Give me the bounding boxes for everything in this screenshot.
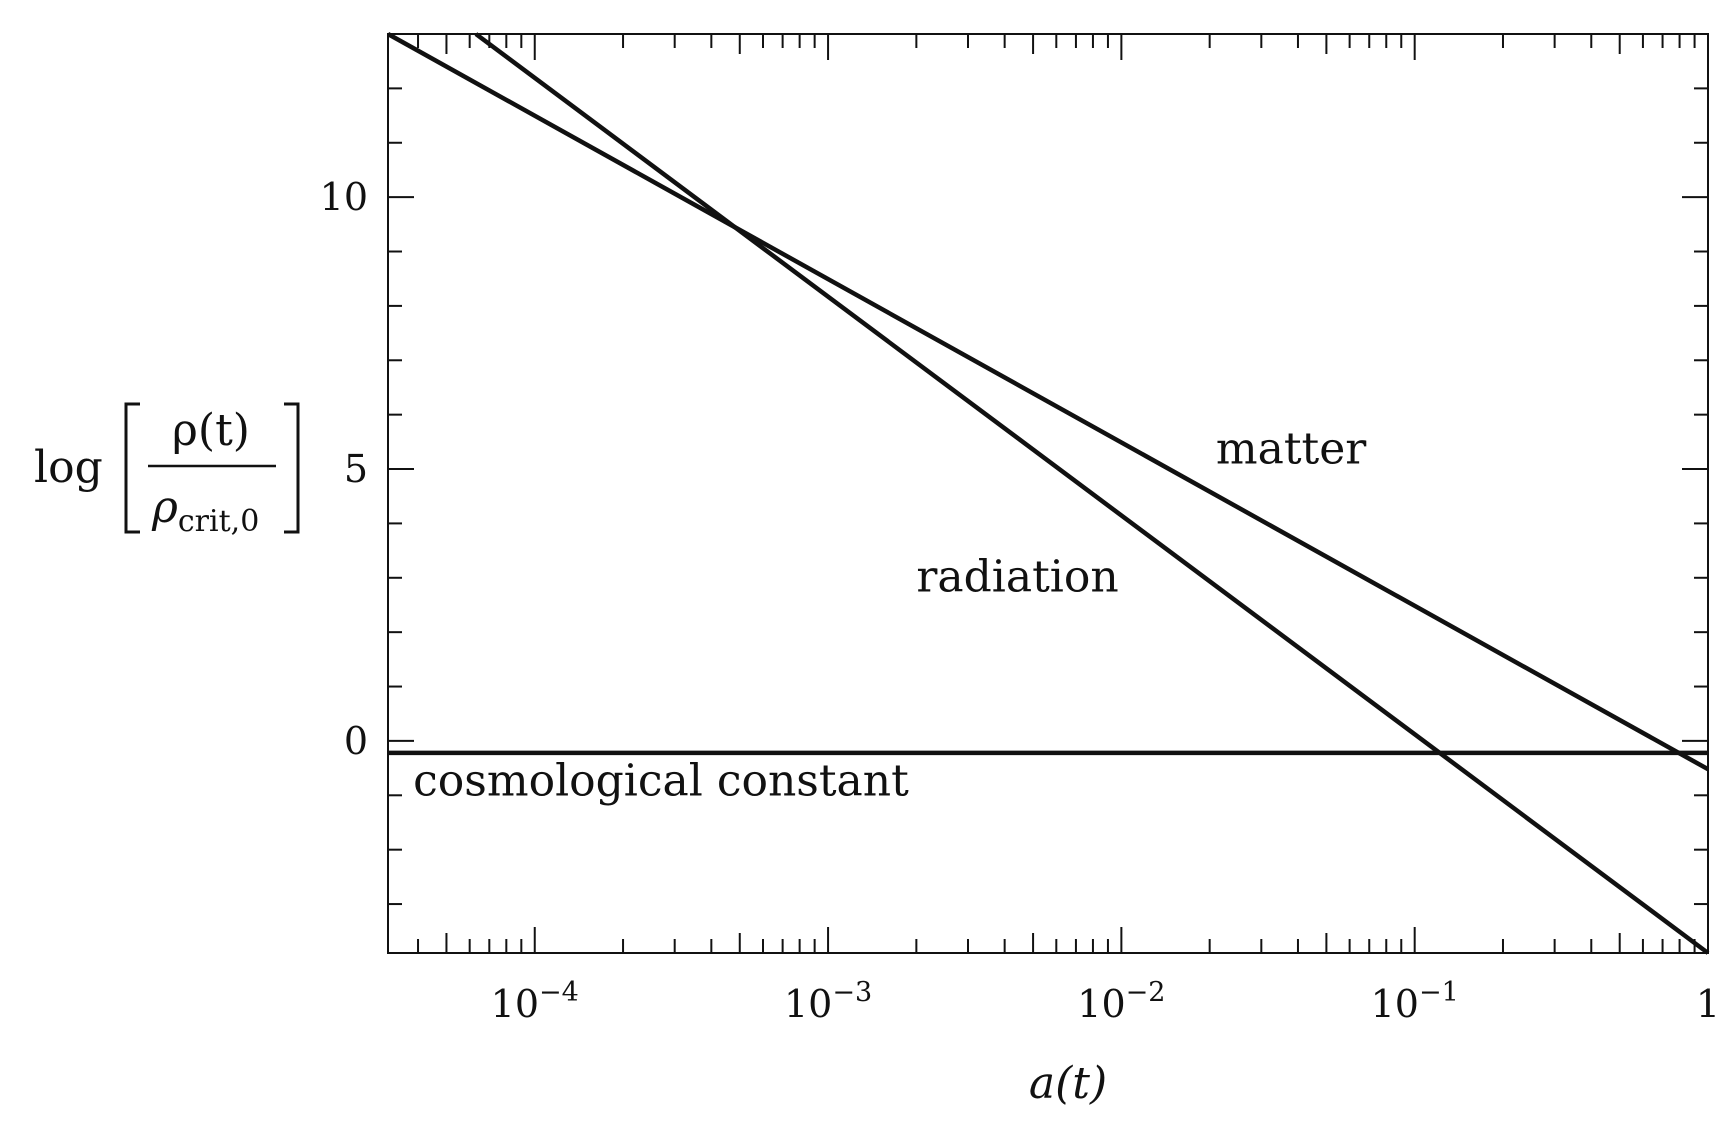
x-tick-label-base: 10: [1371, 982, 1419, 1026]
series-line-matter: [386, 32, 1710, 772]
x-tick-label: 10−3: [784, 977, 872, 1026]
y-axis-right-bracket: [284, 402, 300, 534]
series-lines: [386, 32, 1710, 955]
y-axis-left-bracket: [124, 402, 140, 534]
x-tick-label-base: 1: [1696, 982, 1720, 1026]
x-tick-label: 10−1: [1371, 977, 1459, 1026]
plot-frame: [387, 33, 1709, 954]
x-axis-label: a(t): [1029, 1058, 1107, 1109]
y-axis-label-prefix: log: [34, 442, 103, 493]
x-tick-label: 10−2: [1077, 977, 1165, 1026]
x-tick-label-exponent: −4: [539, 977, 579, 1008]
x-tick-label-exponent: −1: [1419, 977, 1459, 1008]
y-axis-label-numerator: ρ(t): [172, 405, 250, 456]
curve-label-matter: matter: [1216, 424, 1367, 475]
curve-label-radiation: radiation: [916, 551, 1118, 602]
curve-labels: matter radiation cosmological constant: [413, 424, 1367, 807]
x-tick-label-exponent: −2: [1126, 977, 1166, 1008]
y-tick-label: 5: [344, 447, 368, 491]
y-axis-denominator-subscript: crit,0: [178, 504, 259, 539]
y-axis-label-denominator: ρcrit,0: [151, 482, 259, 539]
y-axis-denominator-symbol: ρ: [151, 482, 178, 533]
y-tick-label: 0: [344, 719, 368, 763]
y-axis-label: log ρ(t) ρcrit,0: [34, 402, 300, 539]
x-tick-label: 10−4: [491, 977, 579, 1026]
x-tick-label-base: 10: [784, 982, 832, 1026]
x-tick-label-base: 10: [1077, 982, 1125, 1026]
x-tick-label: 1: [1696, 982, 1720, 1026]
y-tick-label: 10: [320, 175, 368, 219]
series-line-radiation: [474, 32, 1710, 955]
x-tick-label-exponent: −3: [832, 977, 872, 1008]
curve-label-cosmological-constant: cosmological constant: [413, 755, 909, 806]
x-tick-label-base: 10: [491, 982, 539, 1026]
